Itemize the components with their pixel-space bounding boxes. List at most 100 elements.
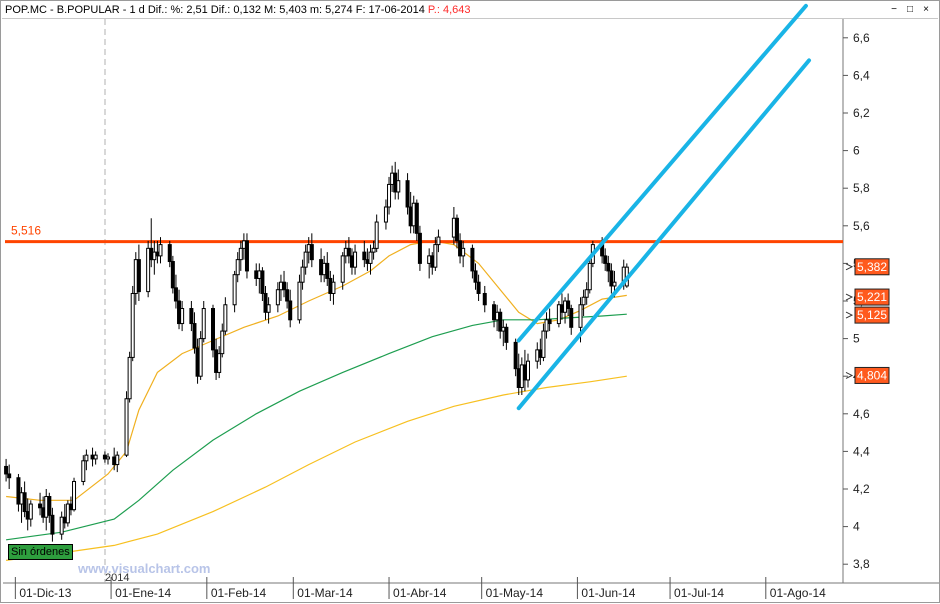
candle-body bbox=[4, 465, 9, 475]
candle-body bbox=[275, 289, 280, 306]
y-tick-label: 6,2 bbox=[853, 106, 870, 120]
candle bbox=[38, 492, 43, 516]
candle bbox=[106, 453, 110, 465]
candle bbox=[461, 240, 466, 268]
candle-body bbox=[393, 172, 398, 193]
maximize-button[interactable]: □ bbox=[906, 4, 914, 15]
candle-body bbox=[374, 221, 379, 249]
candle-body bbox=[173, 287, 178, 302]
candle bbox=[417, 225, 422, 271]
candle bbox=[288, 289, 293, 328]
candle-body bbox=[90, 454, 95, 460]
candle bbox=[93, 451, 98, 465]
candle bbox=[170, 255, 175, 294]
candle-body bbox=[47, 496, 52, 516]
candle-body bbox=[427, 255, 432, 264]
candle-body bbox=[217, 353, 222, 373]
candle bbox=[387, 176, 392, 215]
candle-body bbox=[211, 308, 215, 351]
candle bbox=[374, 214, 379, 253]
candle bbox=[244, 233, 249, 279]
candle bbox=[136, 244, 141, 301]
x-tick-label: 01-Jul-14 bbox=[674, 586, 724, 600]
candle-body bbox=[461, 247, 466, 257]
candle bbox=[340, 252, 345, 290]
candle bbox=[566, 293, 571, 317]
minimize-button[interactable]: − bbox=[891, 4, 897, 15]
candle-body bbox=[127, 356, 132, 400]
candle-body bbox=[513, 341, 518, 370]
candle-body bbox=[343, 247, 348, 257]
candle-body bbox=[408, 206, 413, 227]
candle bbox=[275, 282, 280, 313]
candle-body bbox=[136, 259, 141, 293]
channel-lower-line bbox=[516, 58, 812, 411]
candle-body bbox=[396, 180, 401, 193]
x-tick-label: 01-Abr-14 bbox=[393, 586, 447, 600]
candle bbox=[22, 481, 27, 518]
candle-body bbox=[587, 262, 592, 291]
price-label: 5,125 bbox=[845, 306, 890, 324]
candle bbox=[498, 308, 503, 339]
title-text: POP.MC - B.POPULAR - 1 d Dif.: %: 2,51 D… bbox=[5, 4, 428, 16]
candle bbox=[556, 301, 561, 328]
y-tick-label: 4,4 bbox=[853, 444, 870, 458]
candle bbox=[405, 173, 410, 215]
candle-body bbox=[353, 251, 358, 268]
candle-body bbox=[62, 516, 67, 524]
candle-body bbox=[458, 240, 463, 257]
candle-body bbox=[50, 514, 55, 535]
orders-badge: Sin órdenes bbox=[8, 544, 73, 560]
candle-body bbox=[362, 251, 367, 261]
candle-body bbox=[371, 247, 376, 253]
candle bbox=[470, 244, 475, 279]
close-button[interactable]: × bbox=[923, 4, 929, 15]
x-tick-label: 01-Ago-14 bbox=[770, 586, 826, 600]
candle-body bbox=[38, 503, 43, 509]
candle-body bbox=[346, 247, 351, 257]
candle bbox=[127, 351, 132, 403]
candle-body bbox=[544, 319, 549, 332]
y-tick-label: 6 bbox=[853, 144, 860, 158]
candle-body bbox=[566, 300, 571, 310]
candle bbox=[232, 270, 237, 313]
x-tick-label: 01-Jun-14 bbox=[581, 586, 635, 600]
candle bbox=[383, 199, 388, 230]
candle-body bbox=[390, 172, 395, 185]
candle-body bbox=[232, 274, 237, 306]
candle bbox=[569, 304, 574, 335]
candle-body bbox=[195, 347, 200, 377]
candle-body bbox=[303, 251, 308, 268]
candle bbox=[238, 240, 243, 271]
moving-average-ma-mid bbox=[6, 313, 627, 541]
candle bbox=[433, 237, 438, 271]
candle-body bbox=[22, 492, 27, 513]
candle-body bbox=[285, 289, 290, 302]
candle bbox=[130, 285, 135, 362]
candle-body bbox=[492, 304, 497, 321]
candle bbox=[436, 229, 441, 253]
candle-body bbox=[254, 270, 259, 279]
candle-body bbox=[328, 277, 333, 294]
candle-body bbox=[133, 259, 138, 294]
candle bbox=[504, 323, 509, 350]
candle bbox=[300, 259, 305, 290]
candle bbox=[473, 263, 478, 290]
candle bbox=[81, 455, 86, 486]
candle bbox=[220, 323, 225, 358]
price-label-box bbox=[854, 366, 890, 384]
candle-body bbox=[584, 289, 589, 298]
candle bbox=[124, 391, 129, 458]
candle-body bbox=[189, 308, 194, 325]
candle bbox=[7, 464, 12, 489]
y-tick-label: 4,2 bbox=[853, 482, 870, 496]
y-tick-label: 5,6 bbox=[853, 219, 870, 233]
candle-body bbox=[167, 244, 172, 263]
candle-body bbox=[603, 255, 608, 264]
watermark: www.visualchart.com bbox=[77, 561, 210, 576]
candle-body bbox=[433, 244, 438, 268]
y-tick-label: 4,6 bbox=[853, 407, 870, 421]
price-label-text: 5,125 bbox=[857, 308, 887, 322]
